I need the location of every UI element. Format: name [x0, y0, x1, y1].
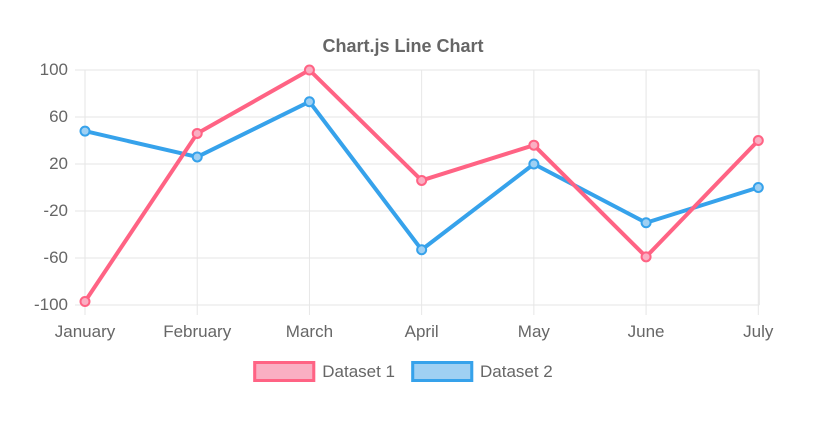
data-point-dataset-1[interactable]	[640, 251, 652, 263]
data-point-dataset-1[interactable]	[752, 135, 764, 146]
y-tick-label: -60	[43, 248, 68, 267]
x-tick-label: July	[743, 322, 774, 341]
legend: Dataset 1 Dataset 2	[253, 361, 553, 382]
data-point-dataset-1[interactable]	[416, 174, 428, 186]
data-point-dataset-2[interactable]	[640, 217, 652, 229]
data-point-dataset-2[interactable]	[752, 182, 764, 193]
y-tick-label: -20	[43, 201, 68, 220]
legend-item-dataset-2[interactable]: Dataset 2	[411, 361, 553, 382]
legend-label: Dataset 2	[480, 361, 553, 381]
x-tick-label: March	[285, 322, 334, 341]
x-tick-label: January	[54, 322, 116, 341]
y-tick-label: 100	[39, 60, 68, 79]
chart-title: Chart.js Line Chart	[322, 36, 484, 56]
x-tick-label: April	[404, 322, 439, 341]
legend-label: Dataset 1	[322, 361, 395, 381]
data-point-dataset-2[interactable]	[416, 244, 428, 256]
data-point-dataset-2[interactable]	[79, 125, 91, 137]
data-point-dataset-1[interactable]	[191, 127, 203, 139]
data-point-dataset-1[interactable]	[528, 139, 540, 151]
data-point-dataset-1[interactable]	[79, 295, 91, 307]
legend-swatch	[411, 361, 473, 382]
y-tick-label: 20	[49, 154, 68, 173]
x-tick-label: June	[627, 322, 665, 341]
y-tick-label: -100	[33, 295, 68, 314]
data-point-dataset-2[interactable]	[303, 96, 315, 108]
data-point-dataset-2[interactable]	[528, 158, 540, 170]
data-point-dataset-2[interactable]	[191, 151, 203, 163]
data-point-dataset-1[interactable]	[303, 64, 315, 76]
x-tick-label: February	[163, 322, 232, 341]
y-tick-label: 60	[49, 107, 68, 126]
legend-swatch	[253, 361, 316, 382]
x-tick-label: May	[517, 322, 550, 341]
legend-item-dataset-1[interactable]: Dataset 1	[253, 361, 395, 382]
